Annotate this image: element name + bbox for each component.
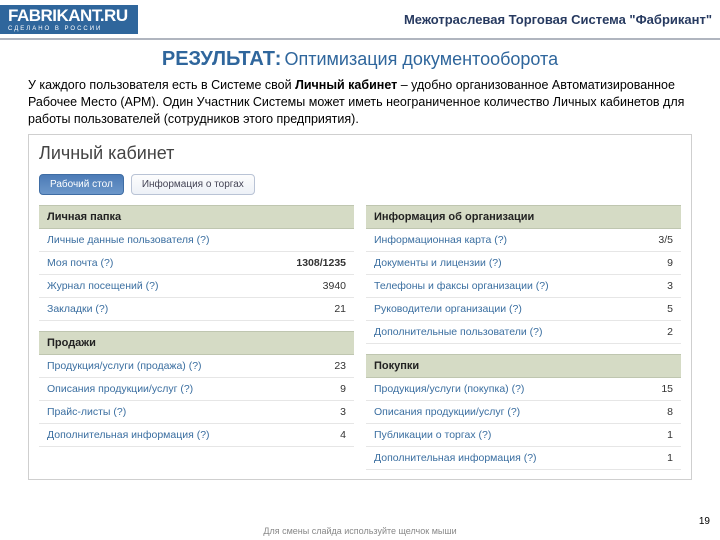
list-item: Личные данные пользователя (?) xyxy=(39,229,354,252)
list-item: Документы и лицензии (?) 9 xyxy=(366,252,681,275)
section-personal-folder: Личная папка xyxy=(39,205,354,229)
row-label[interactable]: Публикации о торгах (?) xyxy=(374,429,491,441)
row-value: 1308/1235 xyxy=(296,257,346,269)
list-item: Описания продукции/услуг (?) 8 xyxy=(366,401,681,424)
list-item: Дополнительная информация (?) 1 xyxy=(366,447,681,470)
section-sales: Продажи xyxy=(39,331,354,355)
left-column: Личная папка Личные данные пользователя … xyxy=(39,205,354,470)
desc-part-a: У каждого пользователя есть в Системе св… xyxy=(28,78,295,92)
row-label[interactable]: Дополнительная информация (?) xyxy=(374,452,537,464)
title-strong: РЕЗУЛЬТАТ: xyxy=(162,48,282,70)
logo-subtitle: СДЕЛАНО В РОССИИ xyxy=(0,25,138,34)
list-item: Дополнительные пользователи (?) 2 xyxy=(366,321,681,344)
row-label[interactable]: Личные данные пользователя (?) xyxy=(47,234,209,246)
desc-part-b: Личный кабинет xyxy=(295,78,397,92)
list-item: Описания продукции/услуг (?) 9 xyxy=(39,378,354,401)
row-value: 9 xyxy=(316,383,346,395)
logo-block: FABRIKANT.RU СДЕЛАНО В РОССИИ xyxy=(0,5,138,34)
row-label[interactable]: Моя почта (?) xyxy=(47,257,113,269)
row-label[interactable]: Продукция/услуги (покупка) (?) xyxy=(374,383,524,395)
row-value: 15 xyxy=(643,383,673,395)
list-item: Журнал посещений (?) 3940 xyxy=(39,275,354,298)
row-value: 4 xyxy=(316,429,346,441)
list-item: Публикации о торгах (?) 1 xyxy=(366,424,681,447)
row-value: 8 xyxy=(643,406,673,418)
row-label[interactable]: Информационная карта (?) xyxy=(374,234,507,246)
list-item: Дополнительная информация (?) 4 xyxy=(39,424,354,447)
title-rest: Оптимизация документооборота xyxy=(284,49,558,69)
tabs: Рабочий стол Информация о торгах xyxy=(29,170,691,205)
browser-frame: Личный кабинет Рабочий стол Информация о… xyxy=(28,134,692,480)
list-item: Руководители организации (?) 5 xyxy=(366,298,681,321)
row-label[interactable]: Описания продукции/услуг (?) xyxy=(374,406,520,418)
list-item: Закладки (?) 21 xyxy=(39,298,354,321)
logo: FABRIKANT.RU xyxy=(0,5,138,25)
row-value: 1 xyxy=(643,452,673,464)
row-label[interactable]: Описания продукции/услуг (?) xyxy=(47,383,193,395)
footer-hint: Для смены слайда используйте щелчок мыши xyxy=(0,526,720,536)
row-label[interactable]: Телефоны и факсы организации (?) xyxy=(374,280,549,292)
list-item: Продукция/услуги (продажа) (?) 23 xyxy=(39,355,354,378)
footer: 19 Для смены слайда используйте щелчок м… xyxy=(0,526,720,536)
description: У каждого пользователя есть в Системе св… xyxy=(0,77,720,134)
page-title: РЕЗУЛЬТАТ: Оптимизация документооборота xyxy=(0,40,720,77)
row-value: 3 xyxy=(316,406,346,418)
row-label[interactable]: Прайс-листы (?) xyxy=(47,406,126,418)
tab-auction-info[interactable]: Информация о торгах xyxy=(131,174,255,195)
section-purchases: Покупки xyxy=(366,354,681,378)
tab-desktop[interactable]: Рабочий стол xyxy=(39,174,124,195)
row-value: 5 xyxy=(643,303,673,315)
cabinet-title: Личный кабинет xyxy=(29,135,691,170)
row-value: 1 xyxy=(643,429,673,441)
row-value: 21 xyxy=(316,303,346,315)
row-label[interactable]: Продукция/услуги (продажа) (?) xyxy=(47,360,202,372)
row-value: 3 xyxy=(643,280,673,292)
row-value: 3/5 xyxy=(643,234,673,246)
list-item: Моя почта (?) 1308/1235 xyxy=(39,252,354,275)
row-label[interactable]: Журнал посещений (?) xyxy=(47,280,159,292)
row-label[interactable]: Дополнительная информация (?) xyxy=(47,429,210,441)
list-item: Прайс-листы (?) 3 xyxy=(39,401,354,424)
row-label[interactable]: Документы и лицензии (?) xyxy=(374,257,502,269)
row-label[interactable]: Закладки (?) xyxy=(47,303,108,315)
row-value: 9 xyxy=(643,257,673,269)
row-value: 3940 xyxy=(316,280,346,292)
topbar: FABRIKANT.RU СДЕЛАНО В РОССИИ Межотрасле… xyxy=(0,0,720,40)
brand-text: Межотраслевая Торговая Система "Фабрикан… xyxy=(404,12,712,27)
section-org-info: Информация об организации xyxy=(366,205,681,229)
list-item: Продукция/услуги (покупка) (?) 15 xyxy=(366,378,681,401)
list-item: Информационная карта (?) 3/5 xyxy=(366,229,681,252)
page-number: 19 xyxy=(699,516,710,527)
row-label[interactable]: Дополнительные пользователи (?) xyxy=(374,326,542,338)
list-item: Телефоны и факсы организации (?) 3 xyxy=(366,275,681,298)
row-value: 2 xyxy=(643,326,673,338)
panels: Личная папка Личные данные пользователя … xyxy=(29,205,691,470)
row-value: 23 xyxy=(316,360,346,372)
right-column: Информация об организации Информационная… xyxy=(366,205,681,470)
row-label[interactable]: Руководители организации (?) xyxy=(374,303,522,315)
